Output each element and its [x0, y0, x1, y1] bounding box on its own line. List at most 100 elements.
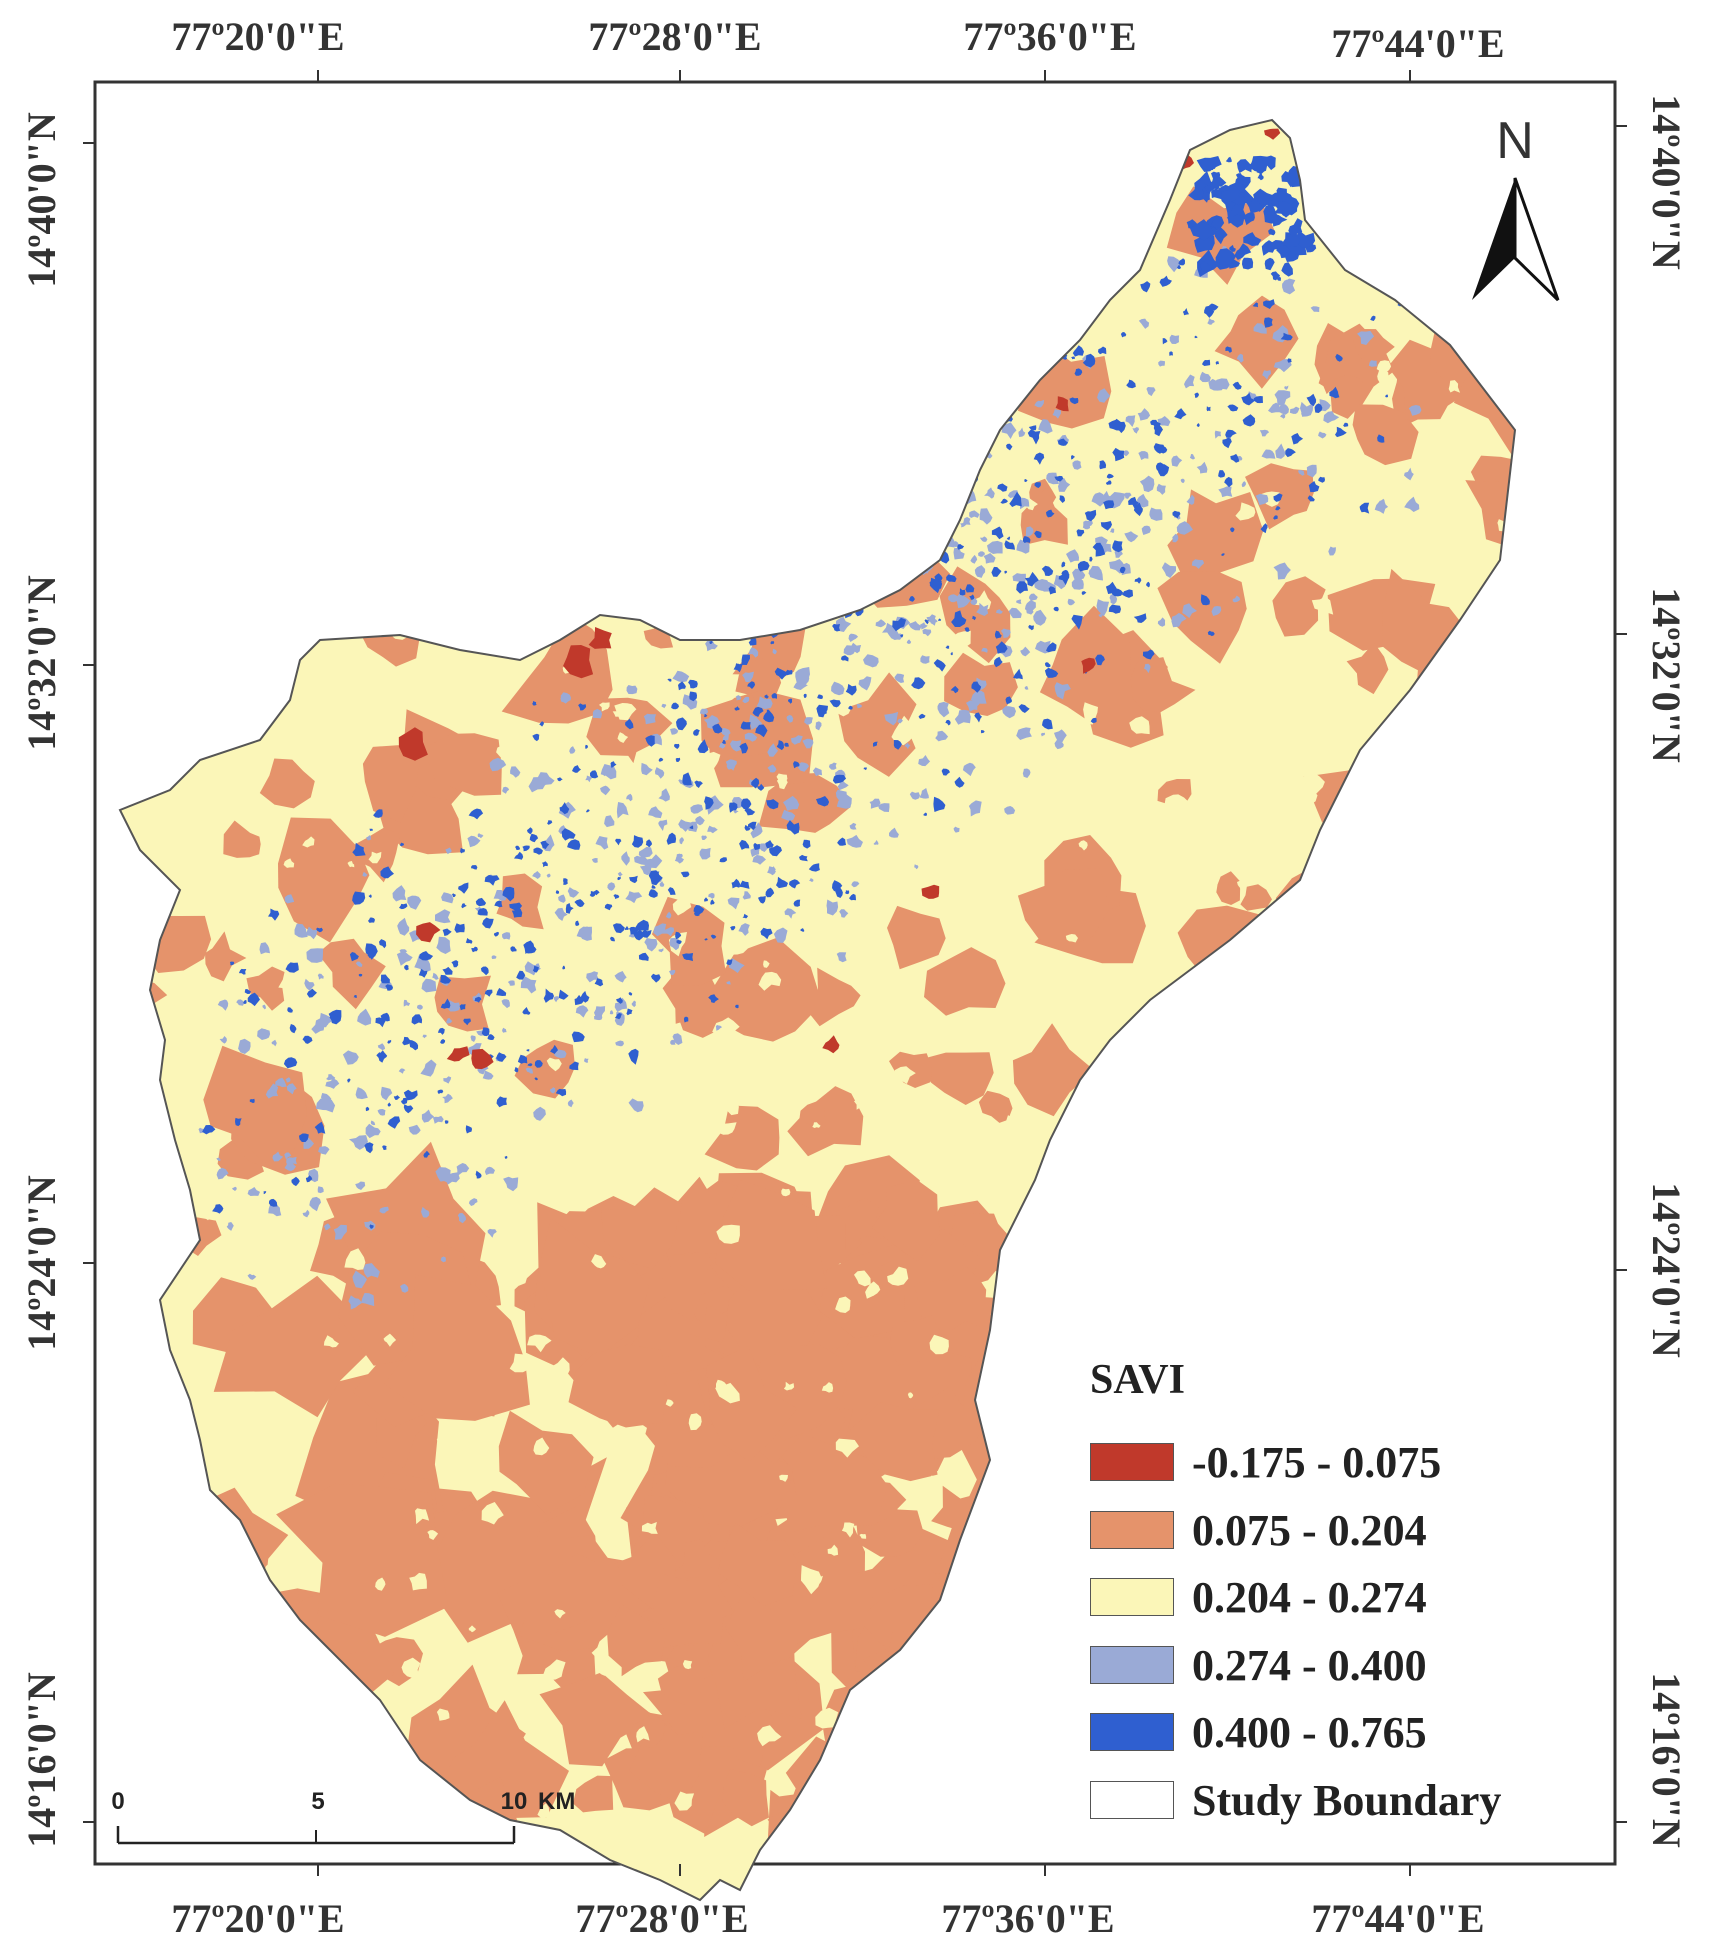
dense-patch: [718, 742, 726, 749]
sparse-patch: [246, 966, 288, 1011]
dense-patch: [658, 819, 668, 831]
very-dense-patch: [971, 615, 976, 621]
low-patch: [398, 727, 428, 761]
dense-patch: [1141, 525, 1151, 535]
very-dense-patch: [589, 891, 596, 897]
dense-patch: [594, 1006, 606, 1019]
dense-patch: [752, 854, 766, 865]
very-dense-patch: [514, 1067, 519, 1073]
very-dense-patch: [765, 840, 774, 849]
dense-patch: [970, 554, 978, 564]
dense-patch: [1097, 388, 1111, 403]
very-dense-patch: [380, 974, 390, 984]
sparse-patch: [849, 1402, 940, 1482]
dense-patch: [875, 619, 887, 628]
low-patch: [588, 627, 612, 649]
dense-patch: [569, 746, 576, 754]
very-dense-patch: [667, 678, 672, 682]
dense-patch: [690, 804, 704, 814]
very-dense-patch: [1016, 581, 1028, 594]
dense-patch: [600, 785, 611, 796]
moderate-patch: [1223, 1874, 1235, 1884]
moderate-patch: [1246, 814, 1265, 834]
dense-patch: [1157, 416, 1171, 427]
moderate-patch: [885, 1136, 896, 1145]
dense-patch: [953, 826, 960, 833]
very-dense-patch: [380, 866, 394, 879]
very-dense-patch: [1242, 414, 1256, 427]
very-dense-patch: [1042, 718, 1053, 730]
very-dense-patch: [776, 740, 784, 751]
dense-patch: [326, 1074, 336, 1081]
moderate-patch: [433, 1035, 444, 1047]
very-dense-patch: [924, 619, 929, 625]
dense-patch: [615, 1040, 624, 1047]
moderate-patch: [727, 910, 747, 929]
very-dense-patch: [484, 875, 500, 886]
dense-patch: [628, 933, 635, 938]
moderate-patch: [1302, 773, 1325, 794]
dense-patch: [733, 809, 739, 814]
very-dense-patch: [289, 1024, 297, 1034]
dense-patch: [976, 602, 989, 616]
dense-patch: [1374, 498, 1389, 514]
sparse-patch: [223, 820, 261, 858]
dense-patch: [850, 642, 862, 654]
very-dense-patch: [617, 876, 621, 881]
very-dense-patch: [585, 744, 588, 749]
very-dense-patch: [442, 966, 453, 975]
very-dense-patch: [1200, 261, 1213, 272]
very-dense-patch: [697, 739, 709, 754]
moderate-patch: [1497, 519, 1508, 532]
dense-patch: [443, 1076, 452, 1084]
dense-patch: [363, 1263, 380, 1278]
very-dense-patch: [1061, 561, 1066, 568]
very-dense-patch: [586, 809, 590, 813]
dense-patch: [979, 536, 988, 542]
moderate-patch: [476, 819, 492, 832]
very-dense-patch: [1120, 332, 1127, 338]
sparse-patch: [1017, 868, 1110, 949]
very-dense-patch: [613, 894, 620, 899]
very-dense-patch: [703, 713, 708, 718]
moderate-patch: [593, 848, 601, 854]
very-dense-patch: [454, 923, 465, 933]
very-dense-patch: [1211, 216, 1223, 228]
very-dense-patch: [751, 777, 760, 789]
dense-patch: [1024, 600, 1036, 614]
right-lat-label-2: 14º32'0"N: [1644, 587, 1689, 763]
dense-patch: [510, 766, 521, 778]
dense-patch: [446, 1017, 453, 1024]
very-dense-patch: [675, 757, 681, 762]
dense-patch: [1404, 496, 1420, 512]
dense-patch: [525, 1067, 533, 1074]
very-dense-patch: [1005, 696, 1012, 705]
dense-patch: [333, 1224, 347, 1240]
dense-patch: [317, 973, 324, 980]
very-dense-patch: [704, 897, 709, 902]
moderate-patch: [320, 696, 331, 709]
sparse-patch: [722, 1769, 769, 1827]
dense-patch: [996, 609, 1003, 614]
dense-patch: [1289, 406, 1300, 414]
moderate-patch: [283, 858, 295, 868]
dense-patch: [731, 797, 743, 809]
sparse-patch: [423, 733, 502, 796]
moderate-patch: [537, 1803, 550, 1819]
very-dense-patch: [719, 857, 728, 863]
dense-patch: [1274, 390, 1291, 406]
moderate-patch: [672, 899, 692, 916]
dense-patch: [707, 825, 718, 834]
dense-patch: [502, 786, 510, 794]
moderate-patch: [252, 878, 278, 894]
moderate-patch: [427, 1530, 439, 1540]
moderate-patch: [550, 1357, 570, 1376]
moderate-patch: [343, 1174, 355, 1186]
moderate-patch: [302, 836, 315, 848]
very-dense-patch: [803, 693, 807, 698]
very-dense-patch: [1264, 317, 1273, 328]
very-dense-patch: [1146, 581, 1150, 588]
dense-patch: [773, 927, 788, 943]
dense-patch: [1167, 256, 1182, 273]
dense-patch: [357, 1008, 372, 1026]
